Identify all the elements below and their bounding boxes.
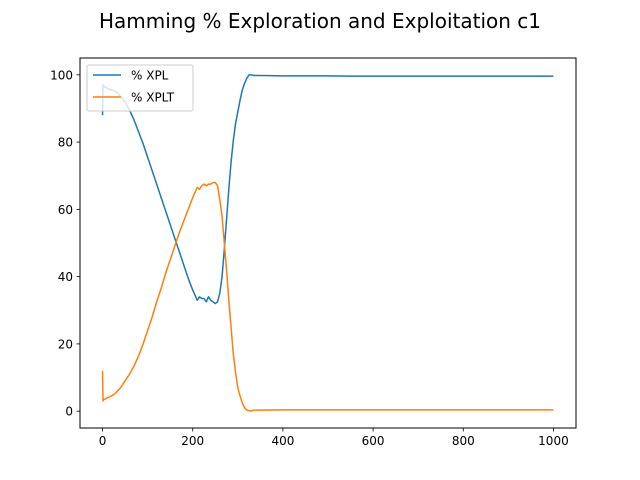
series-line-xplt	[101, 181, 554, 412]
x-tick-label: 800	[452, 434, 475, 448]
x-tick-label: 1000	[538, 434, 569, 448]
x-axis: 0 200 400 600 800 1000	[99, 428, 569, 448]
y-tick-label: 100	[50, 68, 73, 82]
x-tick-label: 0	[99, 434, 107, 448]
legend-label-xplt: % XPLT	[131, 91, 175, 105]
y-tick-label: 20	[58, 337, 73, 351]
x-tick-label: 600	[362, 434, 385, 448]
legend: % XPL % XPLT	[86, 64, 194, 112]
legend-label-xpl: % XPL	[131, 69, 169, 83]
y-axis: 0 20 40 60 80 100	[50, 68, 80, 419]
chart-title: Hamming % Exploration and Exploitation c…	[99, 9, 541, 33]
legend-box	[86, 64, 194, 112]
x-tick-label: 200	[181, 434, 204, 448]
x-tick-label: 400	[271, 434, 294, 448]
series-line-xpl	[101, 74, 554, 305]
y-tick-label: 40	[58, 270, 73, 284]
series-layer	[101, 74, 554, 412]
y-tick-label: 60	[58, 203, 73, 217]
y-tick-label: 80	[58, 136, 73, 150]
plot-area-frame	[79, 57, 577, 429]
y-tick-label: 0	[65, 405, 73, 419]
